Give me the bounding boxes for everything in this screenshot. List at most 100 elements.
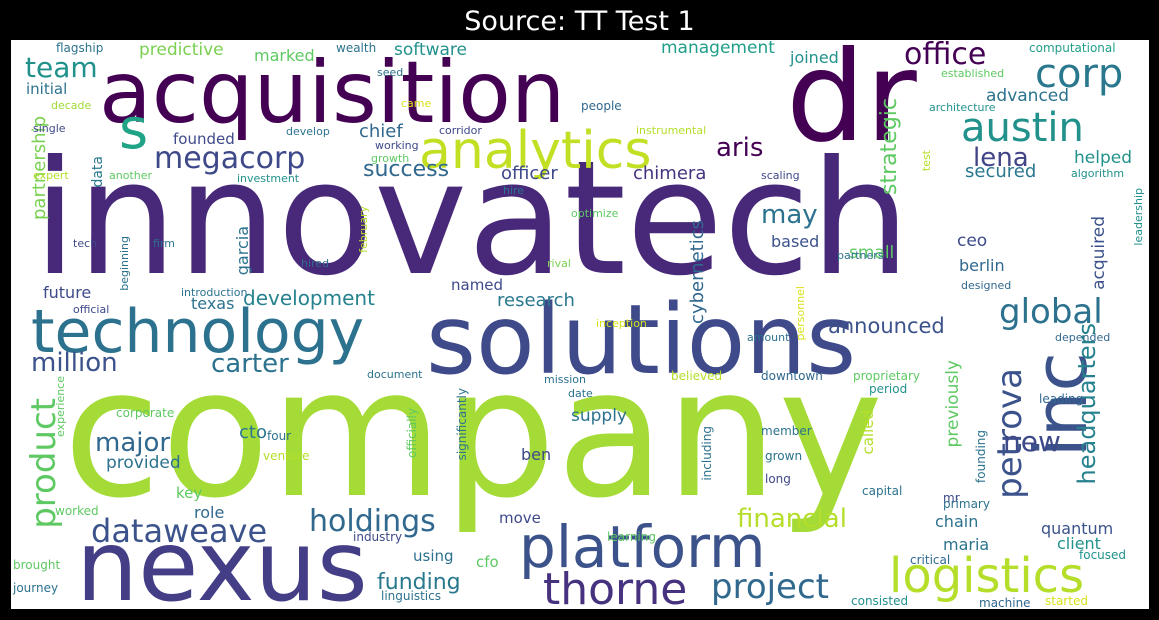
word-primary: primary — [943, 497, 990, 511]
word-algorithm: algorithm — [1071, 167, 1125, 180]
word-team: team — [25, 51, 98, 84]
word-long: long — [765, 472, 791, 486]
word-office: office — [904, 40, 987, 72]
word-cto: cto — [239, 422, 267, 443]
word-founded: founded — [173, 130, 235, 148]
word-grown: grown — [765, 449, 803, 463]
word-named: named — [451, 276, 504, 294]
word-cybernetics: cybernetics — [687, 220, 708, 324]
word-proprietary: proprietary — [853, 369, 920, 383]
word-technology: technology — [31, 297, 365, 367]
word-growth: growth — [371, 152, 410, 165]
word-industry: industry — [353, 530, 403, 544]
word-brought: brought — [13, 558, 61, 572]
word-expert: expert — [33, 169, 69, 182]
word-capital: capital — [862, 484, 903, 498]
word-financial: financial — [737, 504, 847, 534]
word-working: working — [375, 139, 419, 152]
word-chain: chain — [935, 512, 979, 531]
word-carter: carter — [211, 349, 289, 379]
word-develop: develop — [286, 125, 330, 138]
word-established: established — [941, 67, 1005, 80]
word-single: single — [33, 122, 66, 135]
word-inception: inception — [596, 317, 647, 330]
word-thorne: thorne — [543, 564, 688, 610]
word-innovatech: innovatech — [33, 127, 911, 311]
word-data: data — [90, 156, 106, 188]
word-announced: announced — [828, 314, 945, 338]
word-joined: joined — [790, 48, 839, 67]
word-s: s — [119, 97, 149, 162]
word-rival: rival — [547, 257, 571, 270]
word-previously: previously — [943, 360, 963, 448]
page-title: Source: TT Test 1 — [464, 6, 695, 37]
word-hire: hire — [503, 184, 525, 197]
word-amount: amount — [747, 331, 790, 344]
word-supply: supply — [571, 406, 627, 426]
word-hired: hired — [301, 257, 330, 270]
word-official: official — [73, 303, 110, 316]
word-corporate: corporate — [116, 406, 175, 420]
word-officially: officially — [405, 408, 419, 458]
word-investment: investment — [237, 172, 300, 185]
word-ben: ben — [521, 445, 552, 464]
word-may: may — [761, 200, 818, 230]
word-document: document — [367, 368, 423, 381]
word-depended: depended — [1055, 331, 1111, 344]
word-acquired: acquired — [1089, 216, 1109, 290]
word-major: major — [95, 428, 171, 458]
word-move: move — [499, 509, 541, 527]
word-dr: dr — [786, 40, 917, 170]
word-acquisition: acquisition — [99, 43, 566, 143]
word-journey: journey — [13, 581, 59, 595]
word-client: client — [1057, 534, 1101, 553]
word-aris: aris — [716, 133, 764, 163]
word-provided: provided — [106, 453, 181, 473]
word-scaling: scaling — [761, 169, 800, 182]
word-called: called — [859, 410, 877, 455]
word-flagship: flagship — [56, 41, 104, 55]
word-advanced: advanced — [986, 86, 1070, 106]
word-mission: mission — [544, 373, 586, 386]
word-period: period — [869, 382, 908, 396]
word-future: future — [43, 283, 92, 302]
word-logistics: logistics — [889, 548, 1085, 604]
word-consisted: consisted — [851, 594, 909, 608]
word-mr: mr — [943, 491, 960, 505]
word-instrumental: instrumental — [636, 124, 707, 137]
word-personnel: personnel — [794, 286, 807, 341]
word-member: member — [761, 424, 812, 438]
word-global: global — [999, 292, 1103, 332]
word-chief: chief — [359, 121, 403, 142]
word-new: new — [1003, 425, 1061, 458]
word-austin: austin — [961, 105, 1084, 151]
word-holdings: holdings — [309, 504, 436, 539]
word-lena: lena — [973, 143, 1029, 173]
word-partners: partners — [837, 249, 884, 262]
word-key: key — [176, 484, 203, 502]
word-leadership: leadership — [1132, 188, 1145, 246]
word-corridor: corridor — [439, 124, 482, 137]
word-leading: leading — [1039, 392, 1084, 406]
word-platform: platform — [519, 513, 766, 581]
word-corp: corp — [1035, 51, 1124, 97]
word-solutions: solutions — [426, 284, 857, 396]
word-success: success — [363, 157, 450, 182]
word-another: another — [109, 169, 153, 182]
word-including: including — [700, 426, 714, 481]
word-came: came — [401, 97, 432, 110]
word-venture: venture — [263, 449, 310, 463]
word-initial: initial — [26, 80, 68, 98]
word-nexus: nexus — [76, 510, 368, 609]
word-marked: marked — [254, 46, 315, 65]
word-february: february — [357, 206, 370, 253]
word-firm: firm — [153, 237, 175, 250]
word-date: date — [568, 387, 593, 400]
word-role: role — [194, 503, 225, 522]
word-test: test — [920, 150, 933, 172]
word-wealth: wealth — [336, 41, 377, 55]
word-project: project — [711, 567, 830, 607]
word-small: small — [849, 243, 895, 263]
word-focused: focused — [1079, 548, 1127, 562]
word-seed: seed — [377, 66, 404, 79]
